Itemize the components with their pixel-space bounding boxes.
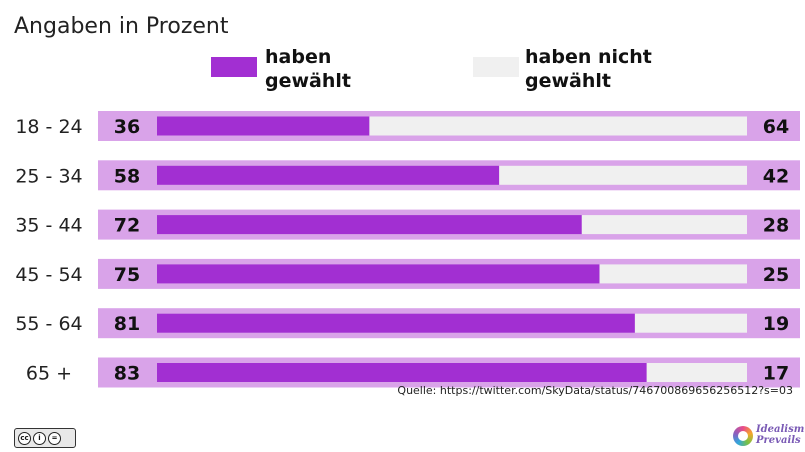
cc-by-nd-icon: cc i = bbox=[14, 428, 76, 448]
value-label-not-voted: 17 bbox=[763, 363, 789, 385]
brand-logo: Idealism Prevails bbox=[733, 424, 805, 450]
bar-voted bbox=[157, 264, 600, 284]
category-label: 55 - 64 bbox=[15, 313, 82, 335]
bar-voted bbox=[157, 165, 500, 185]
category-label: 45 - 54 bbox=[15, 264, 82, 286]
value-label-voted: 58 bbox=[114, 165, 140, 187]
brand-name: Idealism Prevails bbox=[756, 424, 805, 446]
value-label-voted: 72 bbox=[114, 215, 140, 237]
chart-subtitle: Angaben in Prozent bbox=[14, 14, 229, 39]
legend-swatch-voted bbox=[211, 57, 257, 77]
value-label-not-voted: 42 bbox=[763, 165, 789, 187]
source-note: Quelle: https://twitter.com/SkyData/stat… bbox=[397, 384, 793, 397]
by-mark: i bbox=[33, 431, 46, 445]
category-label: 18 - 24 bbox=[15, 116, 82, 138]
bar-voted bbox=[157, 116, 370, 136]
legend-label-voted: haben gewählt bbox=[265, 46, 351, 92]
value-label-not-voted: 25 bbox=[763, 264, 789, 286]
bar-not-voted bbox=[599, 264, 747, 284]
bar-not-voted bbox=[581, 215, 747, 235]
bar-not-voted bbox=[646, 363, 747, 382]
value-label-not-voted: 64 bbox=[763, 116, 789, 138]
value-label-voted: 83 bbox=[114, 363, 140, 385]
bar-not-voted bbox=[634, 313, 747, 333]
category-label: 65 + bbox=[26, 363, 72, 385]
cc-mark: cc bbox=[18, 431, 31, 445]
nd-mark: = bbox=[48, 431, 61, 445]
value-label-voted: 36 bbox=[114, 116, 140, 138]
value-label-voted: 81 bbox=[114, 313, 140, 335]
value-label-not-voted: 19 bbox=[763, 313, 789, 335]
bar-voted bbox=[157, 363, 647, 382]
value-label-not-voted: 28 bbox=[763, 215, 789, 237]
category-label: 35 - 44 bbox=[15, 215, 82, 237]
category-label: 25 - 34 bbox=[15, 165, 82, 187]
legend-swatch-not-voted bbox=[473, 57, 519, 77]
bar-not-voted bbox=[369, 116, 747, 136]
bar-voted bbox=[157, 313, 635, 333]
bar-voted bbox=[157, 215, 582, 235]
bar-not-voted bbox=[499, 165, 747, 185]
legend-label-not-voted: haben nicht gewählt bbox=[525, 46, 652, 92]
brand-ring-icon bbox=[733, 426, 753, 446]
value-label-voted: 75 bbox=[114, 264, 140, 286]
